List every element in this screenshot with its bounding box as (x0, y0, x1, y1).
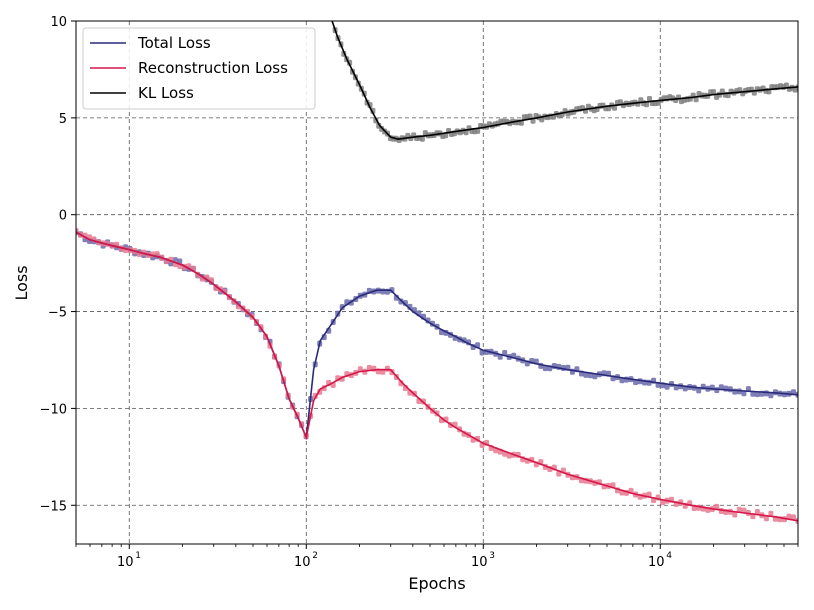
y-tick-label: 10 (50, 15, 67, 30)
series-1-point (736, 506, 742, 513)
plot-frame (75, 20, 799, 545)
series-0-point (380, 288, 386, 295)
y-tick-label: 0 (59, 209, 67, 224)
series-1-point (714, 503, 720, 510)
series-2-point (612, 104, 618, 111)
x-axis-ticks: 10 1 10 2 10 3 10 4 (75, 544, 799, 570)
series-1-point (763, 515, 769, 522)
x-tick-label: 10 (117, 555, 134, 570)
x-tick-exponent: 2 (312, 551, 318, 561)
series-0-point (542, 365, 548, 372)
series-0-point (696, 387, 702, 394)
y-tick-label: −10 (40, 402, 67, 417)
y-axis-title: Loss (12, 265, 31, 300)
series-1-point (384, 365, 390, 372)
series-0-point (664, 383, 670, 390)
series-2-line (331, 21, 798, 141)
legend-label: Reconstruction Loss (138, 59, 288, 77)
x-tick-label: 10 (471, 555, 488, 570)
x-tick-exponent: 4 (666, 551, 672, 561)
series-2-point (711, 89, 717, 96)
series-1-point (768, 510, 774, 517)
x-tick-exponent: 1 (135, 551, 141, 561)
series-0-point (592, 373, 598, 380)
series-2-point (475, 127, 481, 134)
series-0-point (723, 385, 729, 392)
y-tick-label: −5 (48, 306, 67, 321)
x-tick-exponent: 3 (489, 551, 495, 561)
series-0-point (402, 300, 408, 307)
legend-label: Total Loss (137, 34, 211, 52)
series-lines (76, 21, 798, 522)
legend: Total Loss Reconstruction Loss KL Loss (82, 27, 316, 110)
legend-box (82, 27, 316, 110)
series-0-point (768, 392, 774, 399)
series-0-point (763, 390, 769, 397)
y-tick-label: −15 (40, 499, 67, 514)
series-1-point (791, 514, 796, 521)
series-1-point (366, 365, 372, 371)
legend-label: KL Loss (138, 84, 194, 102)
x-axis-title: Epochs (408, 574, 465, 593)
series-2-point (419, 135, 425, 142)
x-tick-label: 10 (294, 555, 311, 570)
series-1-point (732, 511, 738, 518)
y-axis-ticks: 10 5 0 −5 −10 −15 (40, 15, 76, 514)
x-tick-label: 10 (648, 555, 665, 570)
y-tick-label: 5 (59, 112, 67, 127)
series-1-line (76, 231, 798, 522)
series-1-point (754, 509, 760, 515)
series-0-point (583, 371, 589, 378)
series-1-point (786, 513, 792, 520)
